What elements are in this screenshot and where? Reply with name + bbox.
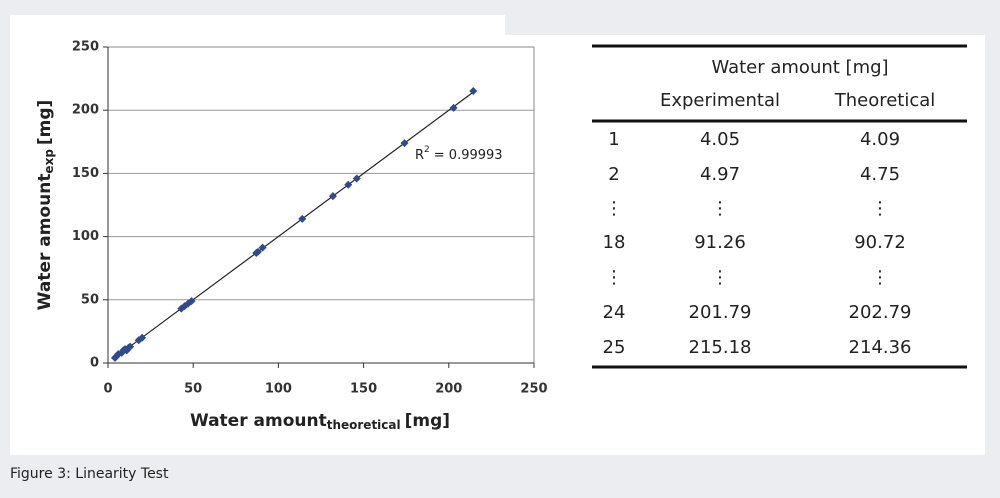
x-axis-label: Water amounttheoretical [mg] bbox=[190, 411, 450, 432]
table-cell: 4.09 bbox=[860, 129, 900, 150]
table-cell: 1 bbox=[608, 129, 619, 150]
point bbox=[449, 103, 458, 112]
label-sub: theoretical bbox=[327, 418, 401, 432]
label-text: Water amount bbox=[35, 174, 55, 311]
table-cell: 214.36 bbox=[849, 337, 912, 358]
y-axis-label: Water amountexp [mg] bbox=[35, 100, 56, 311]
x-tick-label: 100 bbox=[265, 382, 292, 397]
ann-sup: 2 bbox=[424, 145, 430, 155]
point bbox=[258, 243, 267, 252]
table-cell: ⋮ bbox=[871, 198, 889, 219]
point bbox=[138, 333, 147, 342]
caption: Figure 3: Linearity Test bbox=[10, 466, 169, 482]
x-tick-label: 250 bbox=[520, 382, 547, 397]
point bbox=[344, 180, 353, 189]
table-cell: 24 bbox=[603, 302, 626, 323]
point bbox=[352, 174, 361, 183]
table-cell: 91.26 bbox=[694, 232, 746, 253]
label-sub: exp bbox=[42, 149, 56, 174]
point bbox=[126, 342, 135, 351]
x-tick-label: 200 bbox=[435, 382, 462, 397]
table-header: Experimental bbox=[660, 90, 780, 111]
table-cell: 2 bbox=[608, 164, 619, 185]
table-cell: ⋮ bbox=[711, 198, 729, 219]
ann-text: R bbox=[415, 148, 424, 163]
table-cell: ⋮ bbox=[605, 198, 623, 219]
panel bbox=[572, 395, 985, 455]
table-cell: 25 bbox=[603, 337, 626, 358]
point bbox=[400, 139, 409, 148]
point bbox=[298, 214, 307, 223]
table-cell: ⋮ bbox=[605, 267, 623, 288]
table-cell: 4.05 bbox=[700, 129, 740, 150]
table-cell: 18 bbox=[603, 232, 626, 253]
y-tick-label: 200 bbox=[72, 103, 99, 118]
x-tick-label: 50 bbox=[184, 382, 202, 397]
y-tick-label: 150 bbox=[72, 166, 99, 181]
table-cell: 4.97 bbox=[700, 164, 740, 185]
point bbox=[469, 87, 478, 96]
table-cell: 4.75 bbox=[860, 164, 900, 185]
label-text: Water amount bbox=[190, 411, 327, 431]
y-tick-label: 100 bbox=[72, 229, 99, 244]
table-group-header: Water amount [mg] bbox=[711, 57, 888, 78]
point bbox=[187, 297, 196, 306]
point bbox=[328, 192, 337, 201]
point bbox=[253, 247, 262, 256]
table-cell: 215.18 bbox=[689, 337, 752, 358]
table-cell: 90.72 bbox=[854, 232, 906, 253]
y-tick-label: 250 bbox=[72, 40, 99, 55]
ann-text: = 0.99993 bbox=[434, 148, 503, 163]
label-unit: [mg] bbox=[405, 411, 450, 431]
label-unit: [mg] bbox=[35, 100, 55, 145]
trend-line bbox=[114, 91, 474, 359]
panel bbox=[10, 35, 985, 395]
panel bbox=[10, 395, 572, 455]
table-header: Theoretical bbox=[834, 90, 936, 111]
table-cell: 202.79 bbox=[849, 302, 912, 323]
table-cell: ⋮ bbox=[711, 267, 729, 288]
x-tick-label: 150 bbox=[350, 382, 377, 397]
annotation: R2 = 0.99993 bbox=[415, 145, 503, 163]
table-cell: 201.79 bbox=[689, 302, 752, 323]
y-tick-label: 0 bbox=[90, 356, 99, 371]
table-cell: ⋮ bbox=[871, 267, 889, 288]
x-tick-label: 0 bbox=[103, 382, 112, 397]
y-tick-label: 50 bbox=[81, 292, 99, 307]
